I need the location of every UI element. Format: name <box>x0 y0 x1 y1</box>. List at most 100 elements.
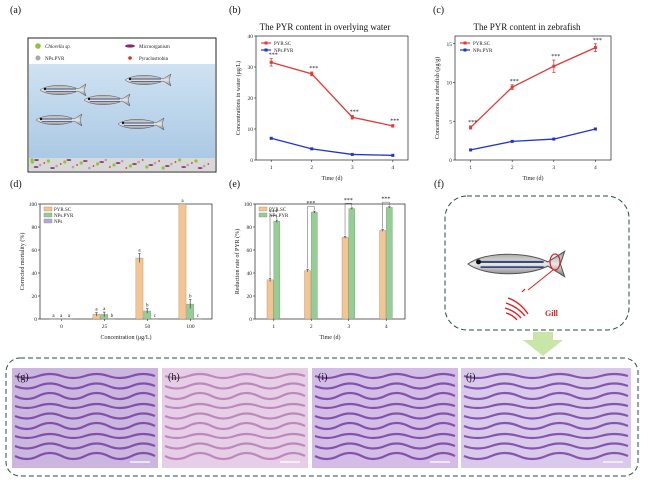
gill-label: Gill <box>545 309 559 318</box>
nps-particle <box>186 163 190 167</box>
chart-e-legend-swatch-1 <box>258 212 268 218</box>
gill-lamella-1 <box>164 432 306 440</box>
nps-particle <box>170 162 173 166</box>
chart-b: 0 10 20 30 40 Time (d) Concentrations in water… <box>235 34 409 182</box>
chart-c-ytick-label: 15 <box>447 42 453 48</box>
chart-b-data-point <box>310 72 314 76</box>
gill-lamella-1 <box>164 412 306 420</box>
chart-e-ytick-label: 100 <box>244 202 253 208</box>
gill-lamella-0 <box>14 451 156 461</box>
microorganism-particle <box>82 160 88 162</box>
gill-lamella-1 <box>164 382 306 390</box>
chart-d-legend-label-1: NPs.PYR <box>54 214 74 219</box>
chlorella-icon <box>35 43 41 49</box>
histology-frame <box>5 357 639 477</box>
gill-lamella-2 <box>314 391 456 401</box>
water-region <box>29 64 215 162</box>
chart-e-plot-frame <box>254 203 406 320</box>
chart-e-legend-label-1: NPs.PYR <box>269 214 289 219</box>
chart-c-ytick-label: 0 <box>449 158 452 164</box>
chart-e-bar <box>311 211 318 320</box>
gill-lamella-0 <box>14 432 156 440</box>
gill-lamella-2 <box>314 432 456 440</box>
chlorella-particle <box>194 159 198 163</box>
gill-lamella-1 <box>164 451 306 461</box>
chart-e-xtick-label: 4 <box>385 324 388 330</box>
chlorella-particle <box>79 161 83 165</box>
chart-e-bar <box>273 221 281 320</box>
chart-b-data-point <box>269 60 273 64</box>
legend-pyraclostrobin-label: Pyraclostrobin <box>139 57 169 62</box>
chart-b-legend-marker-0 <box>264 41 268 45</box>
chart-e-bar <box>379 230 386 320</box>
gill-lamella-0 <box>14 421 156 431</box>
panel-d: (d) 0 20 40 60 80 100 Concentration (μg/L) Corr… <box>10 179 213 341</box>
chart-c-data-point <box>469 125 473 129</box>
chart-d-xtick-label: 100 <box>186 324 195 330</box>
nps-pyr-icon <box>35 55 41 61</box>
chart-e-significance-label: *** <box>306 201 315 207</box>
gill-pointer-arrow <box>527 269 554 291</box>
chart-c-data-point <box>593 46 597 50</box>
chart-e-bar <box>386 207 393 320</box>
chart-d-ytick-label: 0 <box>34 317 37 323</box>
panel-label-d: (d) <box>10 179 22 190</box>
legend-nps-pyr-label: NPs.PYR <box>45 57 65 62</box>
chart-d: 0 20 40 60 80 100 Concentration (μg/L) Correcte… <box>19 199 213 341</box>
chart-d-xtick-label: 50 <box>145 324 151 330</box>
microorganism-particle <box>181 166 187 168</box>
gill-lamella-0 <box>14 442 156 450</box>
chart-b-ytick-label: 10 <box>248 127 254 133</box>
chart-d-xtick-label: 0 <box>60 324 63 330</box>
chlorella-particle <box>161 166 165 170</box>
panel-label-h: (h) <box>168 372 180 383</box>
chart-d-legend-label-0: PYR.SC <box>54 208 72 213</box>
chlorella-particle <box>178 158 182 162</box>
gill-lamella-3 <box>463 402 629 410</box>
chart-b-xtick-label: 1 <box>270 165 273 171</box>
panel-label-g: (g) <box>17 372 29 383</box>
chart-e-ytick-label: 40 <box>247 271 253 277</box>
panel-label-c: (c) <box>433 5 444 16</box>
chlorella-particle <box>63 160 67 164</box>
chart-e-comparison-bracket <box>344 203 353 236</box>
chart-b-significance-label: *** <box>309 66 318 72</box>
gill-lamella-3 <box>463 372 629 380</box>
chart-d-ytick-label: 60 <box>32 248 38 254</box>
chart-c-significance-label: *** <box>551 54 560 60</box>
nps-particle <box>71 165 75 169</box>
chart-d-legend-swatch-0 <box>43 206 53 212</box>
panel-a: (a) Chlorella sp. Microorganism NPs.PYR … <box>10 5 217 173</box>
chlorella-particle <box>128 164 132 168</box>
chart-d-ytick-label: 100 <box>29 202 38 208</box>
chart-b-legend-marker-1 <box>264 48 268 52</box>
chart-d-significance-letter: a <box>52 314 55 319</box>
gill-lamella-2 <box>314 412 456 420</box>
chart-d-bar <box>135 257 144 320</box>
chart-d-significance-letter: a <box>103 307 106 312</box>
chart-d-plot-frame <box>39 203 213 320</box>
chart-d-significance-letter: a <box>138 248 141 253</box>
chart-c-xtick-label: 3 <box>552 165 555 171</box>
gill-lamella-0 <box>14 402 156 410</box>
microorganism-particle <box>33 166 39 168</box>
pyraclostrobin-particle <box>76 164 78 166</box>
gill-lamella-3 <box>463 412 629 420</box>
chart-d-significance-letter: a <box>95 308 98 313</box>
chart-e-ytick-label: 0 <box>249 317 252 323</box>
chart-c-xtick-label: 4 <box>594 165 597 171</box>
chart-c-significance-label: *** <box>510 79 519 85</box>
gill-lamella-0 <box>14 382 156 390</box>
nps-particle <box>120 159 124 163</box>
gill-lamella-0 <box>14 412 156 420</box>
gill-lamella-3 <box>463 421 629 431</box>
microorganism-particle <box>50 167 55 169</box>
chart-b-data-point <box>391 153 395 157</box>
chart-d-significance-letter: a <box>181 199 184 204</box>
pyraclostrobin-particle <box>191 162 193 164</box>
chart-e-comparison-bracket <box>307 206 315 269</box>
legend-chlorella-label: Chlorella sp. <box>45 45 71 50</box>
chart-b-legend-label-0: PYR.SC <box>274 42 292 47</box>
chart-b-legend-label-1: NPs.PYR <box>274 49 294 54</box>
nps-particle <box>202 164 206 168</box>
